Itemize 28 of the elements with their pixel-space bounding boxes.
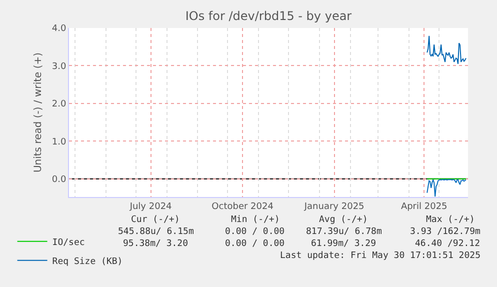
text: 0.00 / 0.00 <box>225 239 285 249</box>
line-series <box>426 179 466 197</box>
text: 545.88u/ 6.15m <box>118 227 194 237</box>
y-tick-label: 0.0 <box>52 175 66 186</box>
text: Max (-/+) <box>426 215 475 225</box>
chart-title: IOs for /dev/rbd15 - by year <box>185 9 352 24</box>
text: 61.99m/ 3.29 <box>311 239 376 249</box>
y-tick-label: 1.0 <box>52 137 66 148</box>
text: 46.40 /92.12 <box>415 239 480 249</box>
text: 3.93 /162.79m <box>410 227 480 237</box>
text: Cur (-/+) <box>131 215 180 225</box>
text: Last update: Fri May 30 17:01:51 2025 <box>280 251 480 261</box>
y-axis-title: Units read (-) / write (+) <box>32 52 44 173</box>
x-tick-label: January 2025 <box>303 202 364 212</box>
text: 817.39u/ 6.78m <box>306 227 382 237</box>
x-tick-label: April 2025 <box>400 202 448 212</box>
y-tick-label: 4.0 <box>52 24 66 34</box>
y-tick-label: 2.0 <box>52 100 66 110</box>
x-tick-label: October 2024 <box>212 202 274 212</box>
y-tick-label: 3.0 <box>52 62 66 72</box>
text: 0.00 / 0.00 <box>225 227 285 237</box>
text: 95.38m/ 3.20 <box>123 239 188 249</box>
text: Avg (-/+) <box>319 215 368 225</box>
x-tick-label: July 2024 <box>128 202 172 212</box>
line-series <box>426 35 466 64</box>
text: Min (-/+) <box>231 215 280 225</box>
legend-label: IO/sec <box>52 238 85 248</box>
legend-label: Req Size (KB) <box>52 256 123 267</box>
